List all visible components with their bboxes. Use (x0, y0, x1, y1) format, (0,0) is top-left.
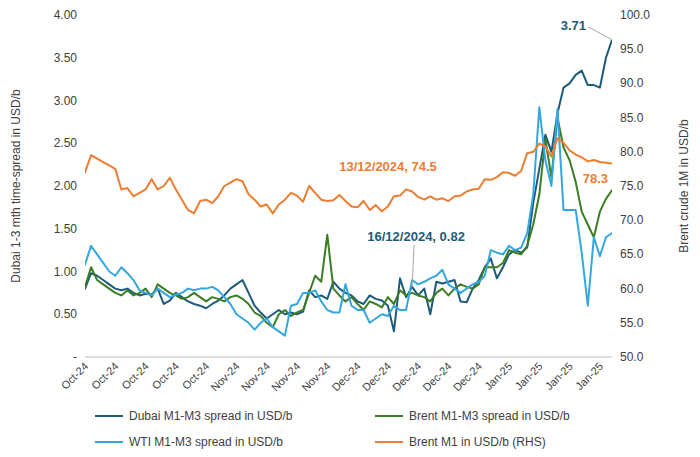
y-tick-label: 0.50 (54, 307, 78, 321)
x-tick-label: Nov-24 (208, 360, 242, 394)
y2-tick (612, 83, 615, 84)
x-tick-label: Jan-25 (543, 360, 575, 392)
y-tick (82, 100, 85, 101)
y-tick (82, 271, 85, 272)
plot-area (85, 40, 612, 336)
chart: - 0.50 1.00 1.50 2.00 2.50 3.00 3.50 4.00 50.0 55.… (0, 0, 700, 457)
y2-tick (612, 49, 615, 50)
legend-label: WTI M1-M3 spread in USD/b (129, 435, 283, 449)
y-tick-label: 3.00 (54, 94, 78, 108)
x-tick-label: Nov-24 (239, 360, 273, 394)
y-tick (82, 57, 85, 58)
y2-tick-label: 65.0 (620, 247, 644, 261)
y-tick-label: 2.50 (54, 136, 78, 150)
series-line (85, 138, 612, 213)
x-tick-label: Jan-25 (512, 360, 544, 392)
y-tick-label: 3.50 (54, 51, 78, 65)
legend-label: Brent M1-M3 spread in USD/b (409, 409, 570, 423)
y2-axis-title: Brent crude 1M in USD/b (677, 119, 691, 253)
y2-tick (612, 254, 615, 255)
x-tick-label: Dec-24 (390, 360, 424, 394)
y2-tick-label: 70.0 (620, 213, 644, 227)
y-tick-label: 4.00 (54, 8, 78, 22)
y-tick-label: - (73, 350, 77, 364)
y2-tick (612, 186, 615, 187)
y2-tick-label: 100.0 (620, 8, 650, 22)
y-tick-label: 2.00 (54, 179, 78, 193)
y-tick (82, 228, 85, 229)
x-axis-line (85, 357, 612, 358)
x-tick-label: Oct-24 (180, 360, 212, 392)
y-tick (82, 186, 85, 187)
y-tick-label: 1.50 (54, 222, 78, 236)
y2-tick (612, 357, 615, 358)
y-axis-title: Dubai 1-3 mth time-spread in USD/b (9, 89, 23, 283)
x-tick-label: Jan-25 (573, 360, 605, 392)
x-tick-label: Dec-24 (451, 360, 485, 394)
series-line (85, 107, 612, 335)
x-tick-label: Oct-24 (89, 360, 121, 392)
y-tick (82, 314, 85, 315)
x-tick-label: Oct-24 (119, 360, 151, 392)
y2-tick (612, 220, 615, 221)
legend-label: Brent M1 in USD/b (RHS) (409, 435, 546, 449)
annotation: 16/12/2024, 0.82 (367, 229, 465, 244)
legend-label: Dubai M1-M3 spread in USD/b (129, 409, 293, 423)
y2-tick-label: 75.0 (620, 179, 644, 193)
y2-tick-label: 80.0 (620, 145, 644, 159)
legend-swatch (375, 415, 403, 417)
y-tick-label: 1.00 (54, 265, 78, 279)
y2-tick-label: 90.0 (620, 76, 644, 90)
x-tick-label: Nov-24 (299, 360, 333, 394)
x-tick-label: Nov-24 (269, 360, 303, 394)
y2-tick (612, 288, 615, 289)
y2-tick-label: 95.0 (620, 42, 644, 56)
annotation-leader (412, 245, 414, 287)
y-tick (82, 15, 85, 16)
y2-tick (612, 117, 615, 118)
annotation: 3.71 (561, 18, 586, 33)
y2-tick-label: 55.0 (620, 316, 644, 330)
y2-tick (612, 15, 615, 16)
x-tick-label: Dec-24 (420, 360, 454, 394)
y2-tick (612, 151, 615, 152)
legend-swatch (95, 415, 123, 417)
annotation: 78.3 (583, 171, 608, 186)
legend-swatch (95, 441, 123, 443)
y-tick (82, 143, 85, 144)
annotation: 13/12/2024, 74.5 (339, 159, 437, 174)
x-tick-label: Oct-24 (149, 360, 181, 392)
y-tick (82, 357, 85, 358)
x-tick-label: Dec-24 (360, 360, 394, 394)
x-tick-label: Dec-24 (329, 360, 363, 394)
legend-swatch (375, 441, 403, 443)
y2-tick-label: 60.0 (620, 282, 644, 296)
y2-tick-label: 85.0 (620, 111, 644, 125)
y2-tick (612, 322, 615, 323)
annotation-leader (588, 27, 612, 40)
x-tick-label: Jan-25 (482, 360, 514, 392)
y2-tick-label: 50.0 (620, 350, 644, 364)
x-tick-label: Oct-24 (59, 360, 91, 392)
